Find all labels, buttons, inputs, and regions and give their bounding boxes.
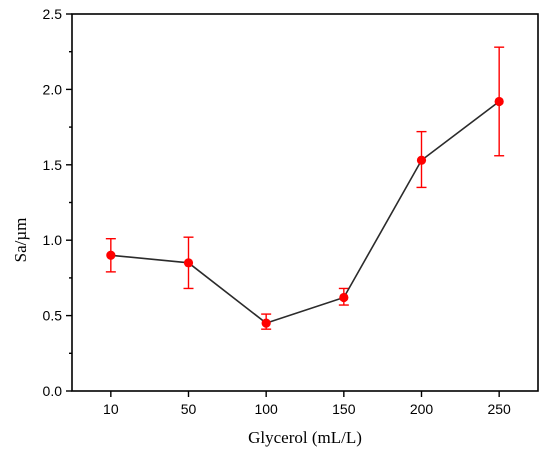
- data-point: [339, 292, 349, 303]
- x-axis-title: Glycerol (mL/L): [248, 428, 362, 447]
- error-bars: [105, 46, 505, 330]
- y-axis-title: Sa/µm: [11, 218, 30, 263]
- y-tick-label: 0.0: [43, 383, 63, 399]
- y-tick-label: 1.0: [43, 232, 63, 248]
- axes: [71, 13, 539, 392]
- x-tick-label: 10: [103, 401, 119, 417]
- data-point: [261, 318, 271, 328]
- data-point: [494, 96, 504, 107]
- x-tick-label: 100: [254, 401, 278, 417]
- data-point: [106, 250, 116, 260]
- data-points: [106, 96, 504, 328]
- series-line: [110, 100, 500, 325]
- ticks: 0.0 0.5 1.0 1.5 2.0 2.5 10 50 100 150 200 250: [43, 6, 512, 417]
- x-tick-label: 50: [181, 401, 197, 417]
- plot-frame: [71, 13, 539, 392]
- y-tick-label: 2.0: [43, 81, 63, 97]
- y-tick-label: 0.5: [43, 308, 63, 324]
- x-tick-label: 250: [487, 401, 511, 417]
- data-point: [183, 258, 194, 268]
- x-tick-label: 200: [410, 401, 434, 417]
- x-tick-label: 150: [332, 401, 356, 417]
- y-tick-label: 2.5: [43, 6, 63, 22]
- y-tick-label: 1.5: [43, 157, 63, 173]
- series-line-group: [110, 100, 500, 325]
- data-point: [416, 155, 427, 165]
